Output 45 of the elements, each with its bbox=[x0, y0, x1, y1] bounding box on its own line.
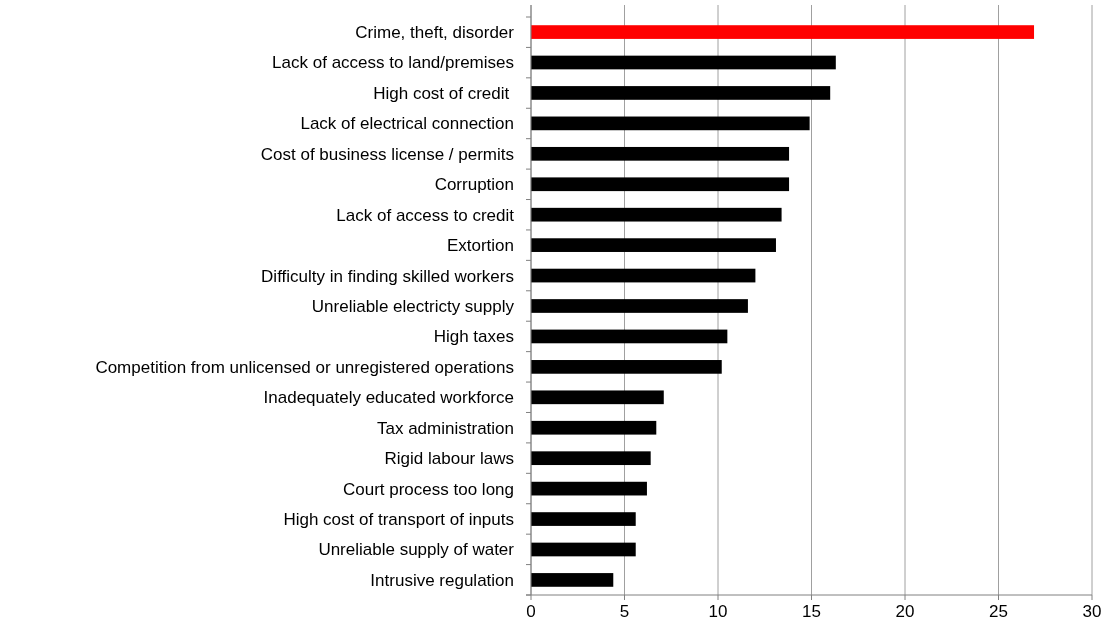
bar bbox=[531, 177, 790, 192]
bar bbox=[531, 420, 657, 435]
bar bbox=[531, 360, 722, 374]
y-tick-label: Competition from unlicensed or unregistered operations bbox=[95, 357, 514, 377]
y-tick-label: Lack of electrical connection bbox=[300, 114, 514, 134]
bar bbox=[531, 238, 776, 252]
bar bbox=[531, 542, 636, 557]
bar bbox=[531, 146, 790, 161]
y-tick-label: Intrusive regulation bbox=[370, 570, 514, 590]
x-tick-label: 30 bbox=[1082, 602, 1102, 621]
bar bbox=[531, 116, 810, 131]
bar bbox=[531, 390, 664, 405]
y-tick-label: Corruption bbox=[434, 175, 514, 195]
bar bbox=[531, 25, 1035, 39]
y-tick-label: High cost of transport of inputs bbox=[283, 510, 514, 530]
y-tick-label: Cost of business license / permits bbox=[260, 144, 514, 164]
bar bbox=[531, 329, 728, 344]
y-tick-label: Crime, theft, disorder bbox=[355, 23, 515, 43]
y-tick-label: Unreliable electricty supply bbox=[311, 296, 515, 316]
bar bbox=[531, 481, 647, 496]
x-tick-label: 5 bbox=[619, 602, 630, 621]
y-tick-label: High cost of credit bbox=[373, 83, 514, 103]
y-tick-label: Inadequately educated workforce bbox=[263, 388, 514, 408]
bar bbox=[531, 268, 756, 283]
y-tick-label: Unreliable supply of water bbox=[318, 540, 515, 560]
bar bbox=[531, 86, 831, 100]
y-tick-label: Difficulty in finding skilled workers bbox=[261, 266, 514, 286]
bar bbox=[531, 207, 782, 222]
y-tick-label: Lack of access to land/premises bbox=[272, 53, 514, 73]
y-tick-label: Tax administration bbox=[376, 418, 514, 438]
x-tick-label: 0 bbox=[526, 602, 536, 621]
bar bbox=[531, 573, 614, 587]
x-tick-label: 25 bbox=[989, 602, 1008, 621]
x-tick-label: 15 bbox=[802, 602, 821, 621]
y-tick-label: Rigid labour laws bbox=[384, 449, 514, 469]
x-tick-label: 10 bbox=[708, 602, 728, 621]
y-tick-label: Extortion bbox=[446, 236, 514, 256]
bar bbox=[531, 451, 651, 466]
x-tick-label: 20 bbox=[895, 602, 915, 621]
y-tick-label: High taxes bbox=[433, 327, 514, 347]
y-tick-label: Lack of access to credit bbox=[336, 205, 515, 225]
bar bbox=[531, 512, 636, 526]
bar bbox=[531, 299, 748, 313]
bar bbox=[531, 55, 836, 70]
y-tick-label: Court process too long bbox=[342, 479, 514, 499]
